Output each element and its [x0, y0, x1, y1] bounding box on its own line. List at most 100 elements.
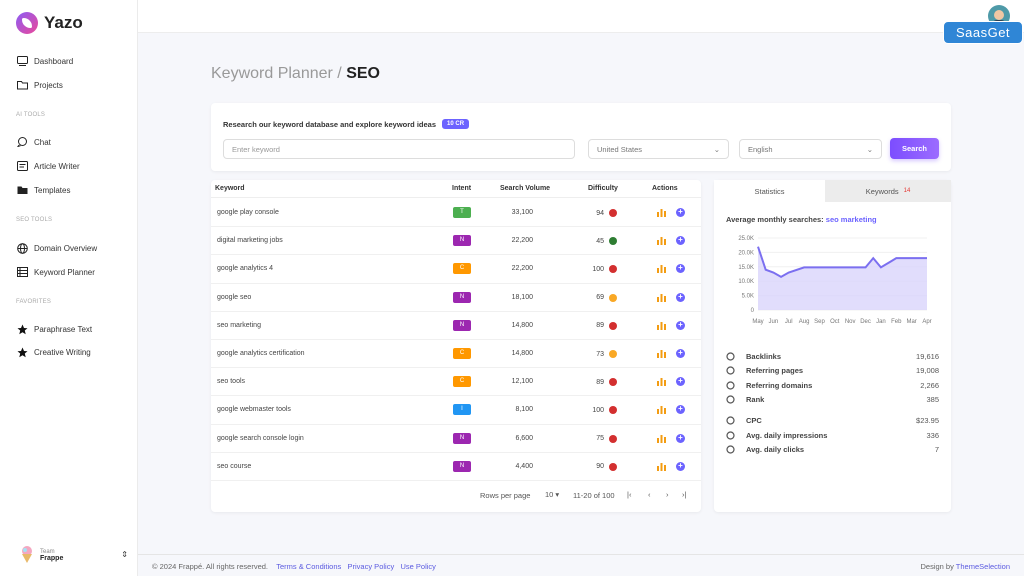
- add-keyword-icon[interactable]: +: [676, 208, 685, 217]
- chevron-updown-icon: ⇕: [121, 550, 128, 559]
- watermark-badge: SaasGet: [943, 21, 1023, 44]
- bar-chart-icon[interactable]: [657, 349, 666, 358]
- keyword-cell: google webmaster tools: [217, 406, 291, 414]
- globe-icon: [726, 381, 735, 390]
- table-row[interactable]: seo marketing N 14,800 89 +: [211, 312, 701, 340]
- add-keyword-icon[interactable]: +: [676, 349, 685, 358]
- country-select[interactable]: United States ⌄: [588, 139, 729, 159]
- bar-chart-icon[interactable]: [657, 293, 666, 302]
- volume-cell: 18,100: [511, 293, 533, 301]
- add-keyword-icon[interactable]: +: [676, 264, 685, 274]
- difficulty-cell: 94: [596, 209, 617, 217]
- chevron-down-icon: ⌄: [866, 144, 873, 154]
- x-tick-label: Jul: [785, 319, 793, 325]
- privacy-link[interactable]: Privacy Policy: [347, 562, 395, 571]
- volume-cell: 14,800: [511, 321, 533, 329]
- sidebar-item-projects[interactable]: Projects: [16, 78, 63, 92]
- sidebar-item-label: Keyword Planner: [34, 267, 95, 277]
- add-keyword-icon[interactable]: +: [676, 236, 685, 246]
- col-intent[interactable]: Intent: [452, 185, 472, 192]
- chart-title: Average monthly searches: seo marketing: [726, 215, 877, 224]
- keyword-cell: digital marketing jobs: [217, 237, 283, 245]
- difficulty-dot: [609, 265, 617, 274]
- add-keyword-icon[interactable]: +: [676, 461, 685, 471]
- col-difficulty[interactable]: Difficulty: [588, 185, 618, 192]
- metric-value: 7: [934, 445, 939, 454]
- language-select[interactable]: English ⌄: [739, 139, 882, 159]
- star-icon: [16, 346, 28, 358]
- brand-logo[interactable]: Yazo: [16, 12, 83, 34]
- difficulty-dot: [609, 237, 617, 246]
- tab-keywords[interactable]: Keywords 14: [825, 180, 951, 202]
- last-page-icon[interactable]: ›|: [682, 490, 687, 499]
- sidebar-item-chat[interactable]: Chat: [16, 135, 51, 149]
- search-button[interactable]: Search: [890, 138, 939, 159]
- difficulty-dot: [609, 350, 617, 358]
- sidebar-item-templates[interactable]: Templates: [16, 183, 70, 197]
- terms-link[interactable]: Terms & Conditions: [276, 562, 342, 571]
- table-row[interactable]: google analytics certification C 14,800 …: [211, 340, 701, 369]
- rows-per-page-select[interactable]: 10 ▾: [545, 490, 560, 499]
- x-tick-label: Nov: [845, 319, 856, 325]
- difficulty-value: 75: [596, 435, 604, 443]
- table-row[interactable]: seo course N 4,400 90 +: [211, 453, 701, 481]
- difficulty-dot: [609, 321, 617, 330]
- keyword-table: Keyword Intent Search Volume Difficulty …: [211, 180, 701, 512]
- add-keyword-icon[interactable]: +: [676, 320, 685, 330]
- metric-row: CPC $23.95: [726, 415, 939, 427]
- table-row[interactable]: google seo N 18,100 69 +: [211, 284, 701, 312]
- bar-chart-icon[interactable]: [657, 264, 666, 274]
- team-name: Frappe: [40, 554, 64, 562]
- page-title-prefix: Keyword Planner /: [211, 65, 342, 82]
- sidebar-item-dashboard[interactable]: Dashboard: [16, 54, 73, 68]
- sidebar-item-creative-writing[interactable]: Creative Writing: [16, 345, 91, 359]
- cpc-icon: [726, 416, 735, 425]
- add-keyword-icon[interactable]: +: [676, 433, 685, 443]
- table-row[interactable]: google search console login N 6,600 75 +: [211, 425, 701, 453]
- volume-cell: 12,100: [511, 378, 533, 386]
- table-row[interactable]: google play console T 33,100 94 +: [211, 199, 701, 228]
- bar-chart-icon[interactable]: [657, 236, 666, 246]
- bar-chart-icon[interactable]: [657, 405, 666, 415]
- sidebar-item-keyword-planner[interactable]: Keyword Planner: [16, 265, 95, 279]
- bar-chart-icon[interactable]: [657, 321, 666, 330]
- col-volume[interactable]: Search Volume: [500, 185, 551, 192]
- sidebar: Yazo Dashboard Projects AI TOOLS Chat Ar…: [0, 0, 138, 576]
- keyword-input[interactable]: Enter keyword: [223, 139, 575, 159]
- search-volume-chart: 25.0K 20.0K 15.0K 10.0K 5.0K 0 May Jun Jul Aug Sep…: [738, 236, 931, 325]
- metric-value: 19,008: [916, 366, 939, 375]
- sidebar-item-label: Projects: [34, 80, 63, 90]
- external-link-icon: [726, 366, 735, 375]
- sidebar-item-paraphrase-text[interactable]: Paraphrase Text: [16, 322, 92, 336]
- bar-chart-icon[interactable]: [657, 208, 666, 217]
- bar-chart-icon[interactable]: [657, 434, 666, 443]
- sidebar-item-label: Paraphrase Text: [34, 324, 93, 334]
- table-row[interactable]: google webmaster tools I 8,100 100 +: [211, 396, 701, 425]
- next-page-icon[interactable]: ›: [666, 490, 669, 499]
- add-keyword-icon[interactable]: +: [676, 292, 685, 302]
- table-row[interactable]: digital marketing jobs N 22,200 45 +: [211, 227, 701, 256]
- first-page-icon[interactable]: |‹: [627, 490, 632, 499]
- bar-chart-icon[interactable]: [657, 377, 666, 387]
- search-description-text: Research our keyword database and explor…: [223, 119, 437, 129]
- x-tick-label: Mar: [906, 319, 916, 325]
- table-row[interactable]: seo tools C 12,100 89 +: [211, 368, 701, 397]
- metric-label: CPC: [746, 416, 762, 425]
- prev-page-icon[interactable]: ‹: [648, 490, 651, 499]
- tab-statistics[interactable]: Statistics: [714, 180, 825, 202]
- use-policy-link[interactable]: Use Policy: [400, 562, 436, 571]
- add-keyword-icon[interactable]: +: [676, 405, 685, 415]
- sidebar-item-article-writer[interactable]: Article Writer: [16, 159, 80, 173]
- keyword-cell: google play console: [217, 209, 279, 216]
- metric-label: Referring domains: [746, 381, 813, 390]
- add-keyword-icon[interactable]: +: [676, 377, 685, 387]
- col-keyword[interactable]: Keyword: [215, 185, 245, 192]
- designer-link[interactable]: ThemeSelection: [955, 562, 1010, 571]
- sidebar-item-domain-overview[interactable]: Domain Overview: [16, 241, 97, 255]
- team-switcher[interactable]: Team Frappe ⇕: [20, 542, 128, 568]
- bar-chart-icon[interactable]: [657, 462, 666, 471]
- difficulty-value: 100: [592, 406, 604, 414]
- brand-name: Yazo: [44, 13, 83, 32]
- table-row[interactable]: google analytics 4 C 22,200 100 +: [211, 255, 701, 284]
- difficulty-dot: [609, 209, 617, 217]
